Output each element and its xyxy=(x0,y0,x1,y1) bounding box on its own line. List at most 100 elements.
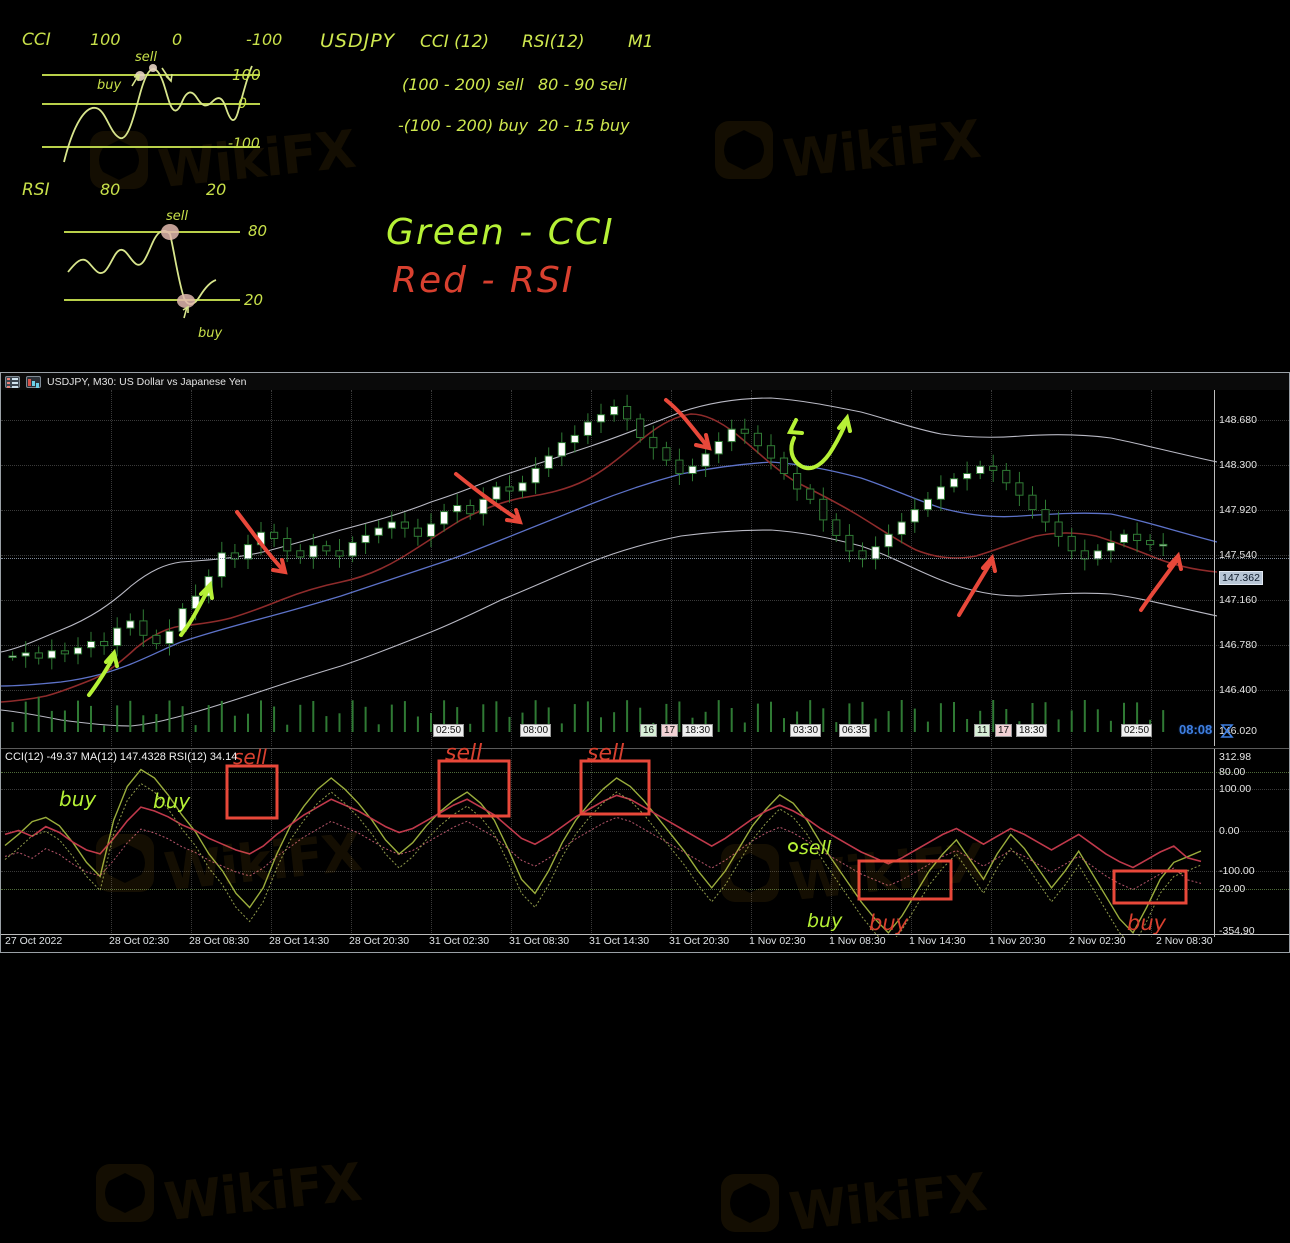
cci-header-value-0: 0 xyxy=(172,30,183,49)
annotation-buy: buy xyxy=(59,787,97,811)
cci-diagram-title: CCI xyxy=(22,30,51,50)
mt4-chart-window: USDJPY, M30: US Dollar vs Japanese Yen xyxy=(0,372,1290,1243)
annotation-buy: buy xyxy=(807,910,843,932)
price-axis-label: 147.920 xyxy=(1219,504,1257,516)
price-pane-annotations xyxy=(87,398,1183,697)
time-axis-label: 1 Nov 14:30 xyxy=(909,935,966,947)
indicator-axis-label: -100.00 xyxy=(1219,865,1255,877)
inchart-time-label: 08:00 xyxy=(520,724,552,737)
watermark-text: WikiFX xyxy=(161,1152,364,1234)
rsi-header-value-80: 80 xyxy=(100,180,121,199)
annotation-buy: buy xyxy=(1127,911,1167,935)
rsi-marker-sell: sell xyxy=(166,209,188,224)
rsi-level-20: 20 xyxy=(244,291,264,309)
time-axis-label: 2 Nov 02:30 xyxy=(1069,935,1126,947)
cci-level-neg100: -100 xyxy=(228,136,260,152)
note-rule-cci-buy: -(100 - 200) buy xyxy=(398,116,529,135)
sell-arrow xyxy=(454,472,521,522)
annotation-buy: buy xyxy=(153,789,191,813)
time-axis-label: 1 Nov 20:30 xyxy=(989,935,1046,947)
inchart-time-label: 03:30 xyxy=(790,724,822,737)
inchart-time-label: 17 xyxy=(995,724,1013,737)
watermark-text: WikiFX xyxy=(780,109,983,191)
inchart-time-label: 18:30 xyxy=(682,724,714,737)
indicator-axis-label: 100.00 xyxy=(1219,783,1252,795)
screenshot-root: WikiFX WikiFX CCI 100 0 . -100 sell buy … xyxy=(0,0,1290,953)
cci-header-value-neg100: -100 xyxy=(246,30,283,49)
time-axis-label: 31 Oct 08:30 xyxy=(509,935,570,947)
cci-marker-sell: sell xyxy=(135,50,157,65)
time-axis-label: 28 Oct 08:30 xyxy=(189,935,250,947)
sell-arrow xyxy=(235,510,285,572)
grid-icon[interactable] xyxy=(5,375,20,388)
watermark-wikifx: WikiFX xyxy=(721,1163,989,1243)
note-cci-period: CCI (12) xyxy=(420,32,490,52)
inchart-time-label: 17 xyxy=(661,724,679,737)
time-axis-label: 2 Nov 08:30 xyxy=(1156,935,1213,947)
time-axis: 27 Oct 2022 28 Oct 02:30 28 Oct 08:30 28… xyxy=(1,934,1289,952)
time-axis-label: 31 Oct 14:30 xyxy=(589,935,650,947)
buy-arrow xyxy=(179,588,210,637)
rsi-diagram-title: RSI xyxy=(22,180,50,200)
rsi-level-80: 80 xyxy=(248,222,268,240)
sell-arrow xyxy=(664,398,709,448)
chart-symbol-title: USDJPY, M30: US Dollar vs Japanese Yen xyxy=(47,375,247,388)
note-symbol: USDJPY xyxy=(320,30,396,52)
annotation-sell: sell xyxy=(587,741,625,766)
annotation-sell: sell xyxy=(799,837,832,859)
cci-header-value-100: 100 xyxy=(90,30,121,49)
inchart-time-label: 02:50 xyxy=(1121,724,1153,737)
rsi-marker-buy: buy xyxy=(198,326,223,341)
price-axis-label: 146.780 xyxy=(1219,639,1257,651)
annotation-sell: sell xyxy=(233,745,267,769)
time-axis-label: 1 Nov 08:30 xyxy=(829,935,886,947)
watermark-text: WikiFX xyxy=(786,1162,989,1243)
price-axis-label: 146.400 xyxy=(1219,684,1257,696)
inchart-time-label: 16 xyxy=(640,724,658,737)
note-legend-red: Red - RSI xyxy=(392,260,575,301)
cci-diagram-graph xyxy=(42,64,260,163)
inchart-time-labels: 02:50 08:00 16 17 18:30 03:30 06:35 11 1… xyxy=(1,722,1234,744)
bar-chart-icon[interactable] xyxy=(26,375,41,388)
handwritten-whiteboard: WikiFX WikiFX CCI 100 0 . -100 sell buy … xyxy=(0,0,1290,372)
note-rule-rsi-buy: 20 - 15 buy xyxy=(538,116,630,135)
watermark-wikifx: WikiFX xyxy=(96,1153,364,1233)
indicator-pane[interactable]: CCI(12) -49.37 MA(12) 147.4328 RSI(12) 3… xyxy=(1,741,1289,937)
candle-countdown-timer: 08:08 xyxy=(1179,722,1213,737)
price-axis-label: 148.680 xyxy=(1219,414,1257,426)
annotation-box xyxy=(225,764,279,820)
indicator-legend: CCI(12) -49.37 MA(12) 147.4328 RSI(12) 3… xyxy=(5,751,238,763)
indicator-axis-label: 20.00 xyxy=(1219,883,1246,895)
inchart-time-label: 11 xyxy=(974,724,991,737)
time-axis-label: 31 Oct 02:30 xyxy=(429,935,490,947)
indicator-axis-label: 312.98 xyxy=(1219,751,1252,763)
buy-arrow xyxy=(789,420,848,471)
price-axis-label: 148.300 xyxy=(1219,459,1257,471)
note-timeframe: M1 xyxy=(628,32,654,52)
note-legend-green: Green - CCI xyxy=(386,212,615,253)
rsi-diagram-graph xyxy=(64,224,240,319)
inchart-time-label: 02:50 xyxy=(433,724,465,737)
cci-level-100: 100 xyxy=(232,66,261,84)
inchart-time-label: 06:35 xyxy=(839,724,871,737)
rsi-header-value-20: 20 xyxy=(206,180,227,199)
price-axis: 148.680 148.300 147.920 147.540 147.362 … xyxy=(1214,390,1289,746)
note-rule-rsi-sell: 80 - 90 sell xyxy=(538,75,627,94)
current-price-tag: 147.362 xyxy=(1219,571,1263,585)
annotation-box xyxy=(857,859,953,901)
chart-plot-area[interactable]: 148.680 148.300 147.920 147.540 147.362 … xyxy=(1,390,1289,952)
time-axis-label: 27 Oct 2022 xyxy=(5,935,63,947)
indicator-axis: 312.98 80.00 100.00 0.00 -100.00 20.00 -… xyxy=(1214,749,1289,937)
note-rsi-period: RSI(12) xyxy=(522,32,585,52)
price-pane[interactable]: 148.680 148.300 147.920 147.540 147.362 … xyxy=(1,390,1289,746)
indicator-axis-label: 80.00 xyxy=(1219,766,1246,778)
watermark-wikifx: WikiFX xyxy=(715,110,983,190)
annotation-sell: sell xyxy=(445,741,483,766)
time-axis-label: 28 Oct 02:30 xyxy=(109,935,170,947)
note-rule-cci-sell: (100 - 200) sell xyxy=(402,75,524,94)
cci-marker-buy: buy xyxy=(97,78,122,93)
buy-arrow xyxy=(1139,558,1179,612)
indicator-pane-annotations xyxy=(225,759,1188,905)
price-axis-label: 146.020 xyxy=(1219,725,1257,737)
price-axis-label: 147.160 xyxy=(1219,594,1257,606)
